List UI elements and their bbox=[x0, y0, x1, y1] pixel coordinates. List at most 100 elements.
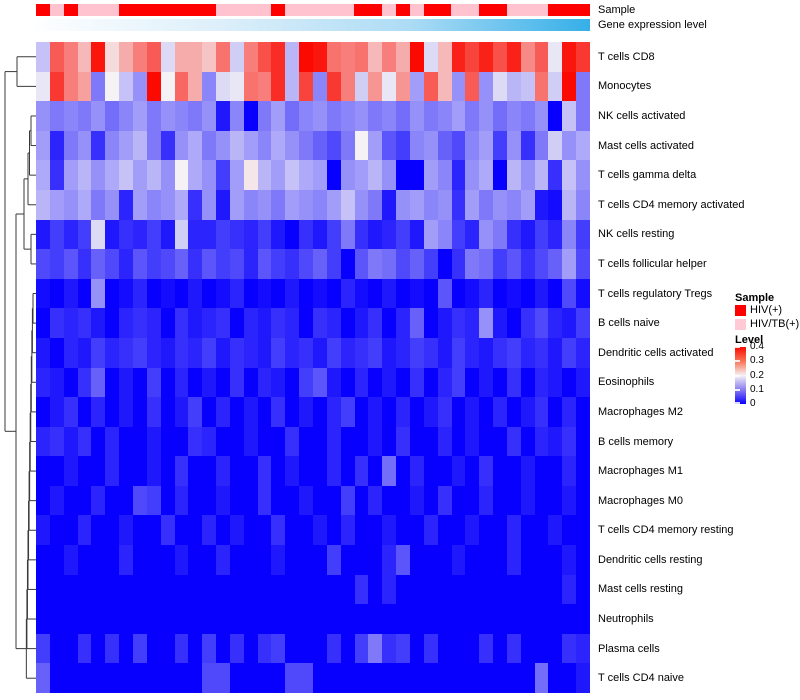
heatmap-cell bbox=[437, 71, 452, 102]
heatmap-cell bbox=[257, 189, 272, 220]
heatmap-cell bbox=[493, 160, 507, 190]
heatmap-cell bbox=[216, 71, 230, 102]
heatmap-cell bbox=[202, 308, 217, 338]
heatmap-cell bbox=[340, 278, 355, 309]
heatmap-cell bbox=[174, 308, 189, 338]
heatmap-cell bbox=[479, 249, 494, 279]
heatmap-cell bbox=[105, 160, 120, 190]
sample-annotation-cell bbox=[437, 4, 452, 16]
heatmap-cell bbox=[77, 515, 92, 546]
heatmap-cell bbox=[216, 367, 230, 398]
heatmap-cell bbox=[396, 130, 410, 161]
heatmap-cell bbox=[576, 42, 590, 72]
heatmap-cell bbox=[216, 574, 230, 605]
heatmap-cell bbox=[423, 663, 438, 693]
heatmap-cell bbox=[299, 515, 313, 546]
heatmap-cell bbox=[91, 219, 106, 250]
row-label: Dendritic cells activated bbox=[598, 346, 714, 359]
heatmap-cell bbox=[243, 633, 258, 664]
heatmap-cell bbox=[313, 456, 327, 486]
heatmap-cell bbox=[160, 249, 175, 279]
heatmap-cell bbox=[493, 515, 507, 546]
heatmap-cell bbox=[382, 545, 397, 575]
heatmap-cell bbox=[299, 101, 313, 131]
heatmap-cell bbox=[91, 308, 106, 338]
heatmap-cell bbox=[354, 308, 369, 338]
heatmap-cell bbox=[216, 397, 230, 427]
heatmap-cell bbox=[132, 633, 147, 664]
heatmap-cell bbox=[202, 337, 217, 368]
sample-annotation-cell bbox=[215, 4, 230, 16]
heatmap-cell bbox=[409, 189, 424, 220]
heatmap-cell bbox=[119, 515, 133, 546]
heatmap-cell bbox=[132, 485, 147, 516]
heatmap-cell bbox=[229, 42, 244, 72]
heatmap-cell bbox=[396, 545, 410, 575]
heatmap-cell bbox=[202, 574, 217, 605]
heatmap-cell bbox=[229, 426, 244, 457]
heatmap-cell bbox=[299, 249, 313, 279]
heatmap-cell bbox=[243, 71, 258, 102]
heatmap-cell bbox=[409, 367, 424, 398]
heatmap-cell bbox=[299, 278, 313, 309]
heatmap-cell bbox=[257, 130, 272, 161]
sample-annotation-cell bbox=[146, 4, 161, 16]
heatmap-cell bbox=[451, 337, 466, 368]
heatmap-cell bbox=[437, 278, 452, 309]
heatmap-cell bbox=[174, 604, 189, 634]
heatmap-cell bbox=[576, 633, 590, 664]
heatmap-cell bbox=[271, 604, 286, 634]
heatmap-cell bbox=[49, 249, 64, 279]
heatmap-cell bbox=[63, 337, 78, 368]
heatmap-cell bbox=[576, 219, 590, 250]
heatmap-cell bbox=[174, 42, 189, 72]
heatmap-cell bbox=[202, 545, 217, 575]
heatmap-cell bbox=[77, 71, 92, 102]
heatmap-cell bbox=[160, 308, 175, 338]
sample-annotation-cell bbox=[548, 4, 563, 16]
sample-annotation-cell bbox=[409, 4, 424, 16]
heatmap-cell bbox=[105, 367, 120, 398]
heatmap-cell bbox=[493, 663, 507, 693]
legend-item-label: HIV(+) bbox=[750, 304, 783, 316]
heatmap-cell bbox=[562, 485, 577, 516]
heatmap-cell bbox=[285, 130, 300, 161]
heatmap-cell bbox=[534, 397, 549, 427]
row-label: NK cells resting bbox=[598, 228, 675, 241]
heatmap-cell bbox=[354, 397, 369, 427]
heatmap-cell bbox=[409, 71, 424, 102]
sample-annotation-cell bbox=[506, 4, 521, 16]
heatmap-cell bbox=[562, 160, 577, 190]
heatmap-cell bbox=[520, 101, 535, 131]
heatmap-cell bbox=[160, 633, 175, 664]
heatmap-cell bbox=[368, 574, 383, 605]
heatmap-cell bbox=[576, 367, 590, 398]
heatmap-cell bbox=[340, 308, 355, 338]
row-label: T cells gamma delta bbox=[598, 169, 697, 182]
heatmap-cell bbox=[465, 219, 480, 250]
heatmap-cell bbox=[368, 308, 383, 338]
sample-annotation-cell bbox=[382, 4, 396, 16]
heatmap-cell bbox=[271, 397, 286, 427]
heatmap-cell bbox=[285, 515, 300, 546]
heatmap-cell bbox=[49, 219, 64, 250]
heatmap-cell bbox=[437, 101, 452, 131]
heatmap-cell bbox=[119, 219, 133, 250]
heatmap-cell bbox=[382, 101, 397, 131]
heatmap-cell bbox=[36, 308, 50, 338]
heatmap-cell bbox=[520, 337, 535, 368]
heatmap-cell bbox=[243, 456, 258, 486]
heatmap-cell bbox=[493, 485, 507, 516]
heatmap-cell bbox=[506, 189, 521, 220]
heatmap-cell bbox=[299, 633, 313, 664]
heatmap-cell bbox=[396, 101, 410, 131]
heatmap-cell bbox=[382, 42, 397, 72]
heatmap-cell bbox=[160, 574, 175, 605]
heatmap-cell bbox=[354, 485, 369, 516]
heatmap-cell bbox=[271, 633, 286, 664]
heatmap-cell bbox=[132, 219, 147, 250]
heatmap-cell bbox=[451, 42, 466, 72]
heatmap-cell bbox=[243, 160, 258, 190]
heatmap-cell bbox=[437, 604, 452, 634]
heatmap-cell bbox=[576, 604, 590, 634]
